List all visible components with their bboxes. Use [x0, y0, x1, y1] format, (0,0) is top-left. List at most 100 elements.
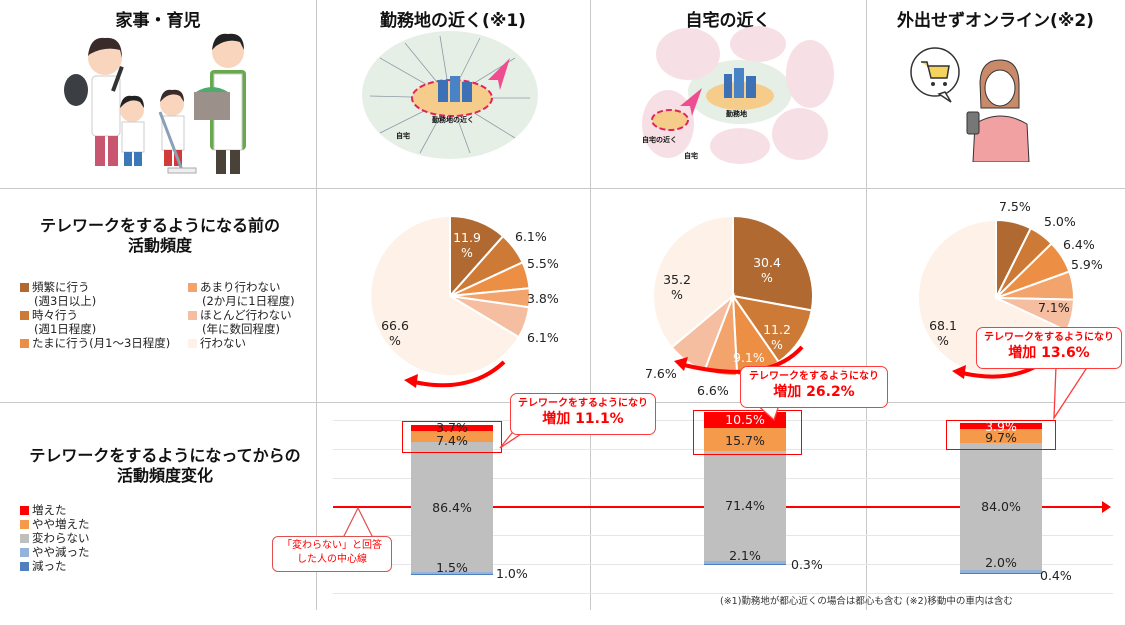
bar1-label-decreased: 1.0% — [496, 566, 528, 581]
legend-sub: (年に数回程度) — [202, 322, 280, 336]
before-title-line1: テレワークをするようになる前の — [39, 216, 280, 235]
svg-text:自宅: 自宅 — [684, 151, 698, 160]
column-title-near-home: 自宅の近く — [685, 11, 771, 31]
pie-chart-near-workplace — [368, 214, 532, 378]
pie1-label-frequent: 11.9% — [453, 230, 481, 260]
legend-sub: (週1日程度) — [34, 322, 97, 336]
legend-label: ほとんど行わない — [200, 308, 292, 322]
pie1-label-hardly: 6.1% — [527, 330, 559, 345]
home-vicinity-map-illustration: 勤務地 自宅の近く 自宅 — [640, 24, 840, 164]
bar3-label-unchanged: 84.0% — [981, 499, 1021, 514]
increase-highlight-box-1 — [402, 421, 502, 453]
callout-line1: テレワークをするようになり — [984, 332, 1114, 343]
bar2-label-unchanged: 71.4% — [725, 498, 765, 513]
legend-swatch — [20, 506, 29, 515]
bar-seg-increased — [704, 412, 786, 428]
increase-callout-online: テレワークをするようになり 増加 13.6% — [976, 327, 1122, 369]
legend-item-never: 行わない — [188, 336, 318, 350]
pie3-label-rarely: 5.9% — [1071, 257, 1103, 272]
bar-seg-unchanged — [704, 451, 786, 561]
bar-seg-slightly-decreased — [960, 570, 1042, 573]
bar2-label-slightly-increased: 15.7% — [725, 433, 765, 448]
increase-highlight-box-3 — [946, 420, 1056, 450]
legend-label: 行わない — [200, 336, 246, 350]
legend-sub: (週3日以上) — [34, 294, 97, 308]
legend-item-rarely: あまり行わない — [188, 280, 318, 294]
stacked-bar-near-home: 10.5% 15.7% 71.4% 2.1% — [704, 412, 786, 572]
after-legend: 増えた やや増えた 変わらない やや減った 減った — [20, 503, 140, 573]
legend-label: 頻繁に行う — [32, 280, 90, 294]
bar-seg-unchanged — [411, 442, 493, 572]
bar1-label-unchanged: 86.4% — [432, 500, 472, 515]
bar2-label-decreased: 0.3% — [791, 557, 823, 572]
legend-swatch — [20, 311, 29, 320]
center-line-note-pointer — [341, 506, 375, 540]
bar3-label-increased: 3.9% — [985, 419, 1017, 434]
center-line-note: 「変わらない」と回答 した人の中心線 — [272, 536, 392, 572]
bar2-label-increased: 10.5% — [725, 412, 765, 427]
workplace-vicinity-map-illustration: 勤務地の近く 自宅 — [360, 28, 540, 163]
legend-label: たまに行う(月1〜3日程度) — [32, 336, 171, 350]
column-title-near-workplace: 勤務地の近く(※1) — [380, 11, 526, 31]
bar-seg-slightly-decreased — [704, 561, 786, 564]
pie2-label-hardly: 7.6% — [645, 366, 677, 381]
pie2-label-rarely: 6.6% — [697, 383, 729, 398]
legend-item-decreased: 減った — [20, 559, 140, 573]
row-divider-1 — [0, 188, 1125, 189]
legend-swatch — [188, 311, 197, 320]
svg-text:勤務地: 勤務地 — [726, 109, 747, 118]
bar-seg-slightly-increased — [411, 431, 493, 442]
bar3-label-decreased: 0.4% — [1040, 568, 1072, 583]
bar-seg-unchanged — [960, 443, 1042, 570]
increase-callout-near-home: テレワークをするようになり 増加 26.2% — [740, 366, 888, 408]
after-section-title: テレワークをするようになってからの 活動頻度変化 — [20, 446, 310, 486]
before-legend-left: 頻繁に行う (週3日以上) 時々行う (週1日程度) たまに行う(月1〜3日程度… — [20, 280, 190, 350]
callout-line1: テレワークをするようになり — [518, 398, 648, 409]
legend-swatch — [20, 339, 29, 348]
column-title-housework: 家事・育児 — [115, 11, 201, 31]
legend-swatch — [188, 283, 197, 292]
legend-item-frequent: 頻繁に行う — [20, 280, 190, 294]
pie2-label-occasionally: 9.1% — [733, 350, 765, 365]
svg-text:自宅: 自宅 — [396, 131, 410, 140]
footnote: (※1)勤務地が都心近くの場合は都心も含む (※2)移動中の車内は含む — [720, 596, 1013, 607]
pie3-label-hardly: 7.1% — [1038, 300, 1070, 315]
bar1-label-increased: 3.7% — [436, 420, 468, 435]
legend-label: やや増えた — [32, 517, 90, 531]
legend-swatch — [20, 548, 29, 557]
column-divider-3 — [866, 0, 867, 610]
legend-swatch — [20, 562, 29, 571]
center-line-arrowhead — [1102, 501, 1111, 513]
after-title-line1: テレワークをするようになってからの — [29, 446, 301, 465]
legend-swatch — [20, 283, 29, 292]
increase-highlight-box-2 — [693, 410, 802, 455]
gridline — [333, 593, 1113, 594]
bar3-label-slightly-increased: 9.7% — [985, 430, 1017, 445]
legend-item-sometimes: 時々行う — [20, 308, 190, 322]
pie1-label-rarely: 3.8% — [527, 291, 559, 306]
legend-item-unchanged: 変わらない — [20, 531, 140, 545]
before-title-line2: 活動頻度 — [127, 236, 192, 255]
before-legend-right: あまり行わない (2か月に1日程度) ほとんど行わない (年に数回程度) 行わな… — [188, 280, 318, 350]
legend-item-occasionally: たまに行う(月1〜3日程度) — [20, 336, 190, 350]
pie3-label-frequent: 7.5% — [999, 199, 1031, 214]
family-housework-illustration — [60, 28, 260, 178]
pie-svg — [652, 214, 815, 377]
bar1-label-slightly-increased: 7.4% — [436, 433, 468, 448]
pie3-label-sometimes: 5.0% — [1044, 214, 1076, 229]
pie2-label-sometimes: 11.2% — [763, 322, 791, 352]
stacked-bar-online: 3.9% 9.7% 84.0% 2.0% — [960, 419, 1042, 575]
increase-callout-near-workplace: テレワークをするようになり 増加 11.1% — [510, 393, 656, 435]
legend-label: 変わらない — [32, 531, 90, 545]
legend-item-slightly-decreased: やや減った — [20, 545, 140, 559]
legend-label: 増えた — [32, 503, 67, 517]
pie2-label-never: 35.2% — [663, 272, 691, 302]
bar-seg-slightly-decreased — [411, 572, 493, 574]
callout-pointer-3 — [1053, 366, 1089, 421]
legend-label: 時々行う — [32, 308, 78, 322]
legend-label: あまり行わない — [200, 280, 281, 294]
svg-text:勤務地の近く: 勤務地の近く — [432, 115, 474, 124]
bar2-label-slightly-decreased: 2.1% — [729, 548, 761, 563]
svg-text:自宅の近く: 自宅の近く — [642, 135, 677, 144]
legend-swatch — [20, 534, 29, 543]
